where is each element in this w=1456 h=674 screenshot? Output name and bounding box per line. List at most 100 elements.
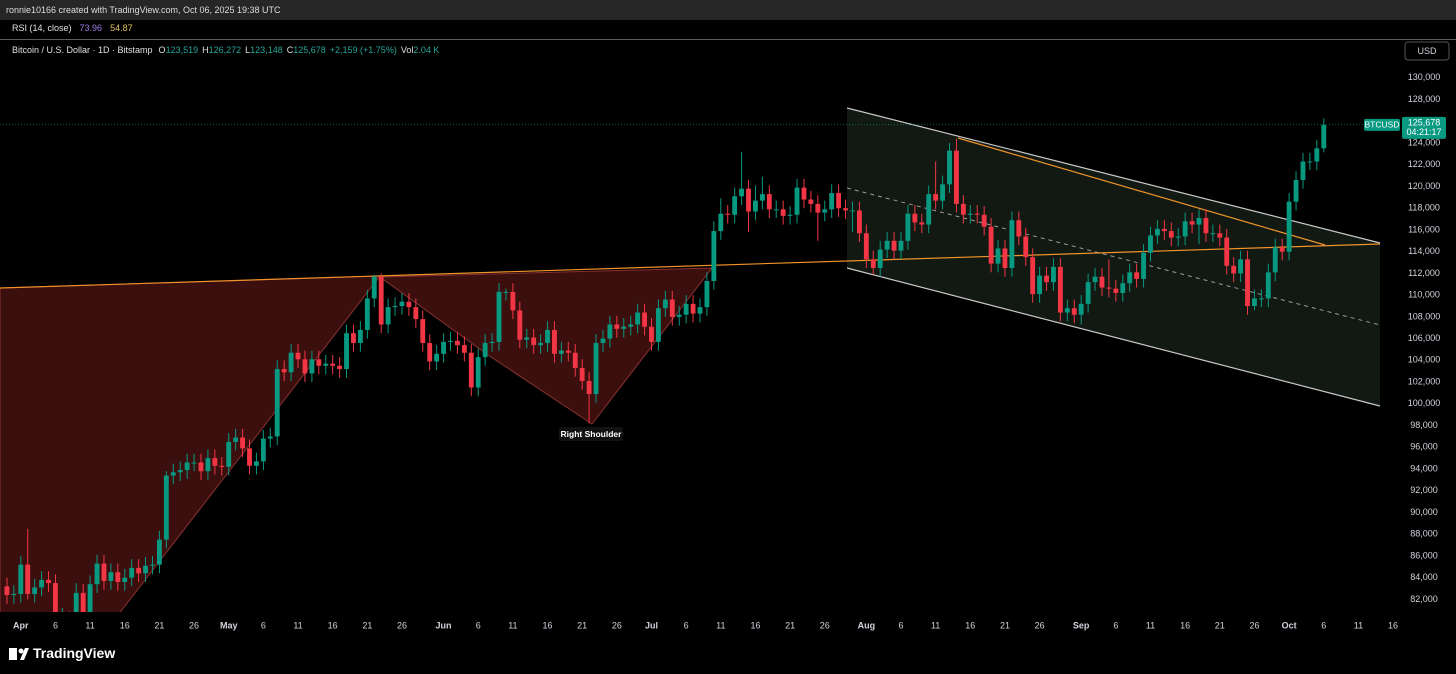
candle-body <box>766 194 772 210</box>
candle-body <box>1182 221 1188 237</box>
candle-body <box>870 259 876 269</box>
candle-body <box>836 193 842 209</box>
candle-body <box>212 458 218 466</box>
candle-body <box>773 209 779 211</box>
candle-body <box>1009 220 1015 269</box>
candle-body <box>919 222 925 225</box>
candle-body <box>1127 272 1133 284</box>
candle-body <box>344 333 349 370</box>
x-tick-label: 6 <box>898 620 903 630</box>
candle-body <box>517 310 523 340</box>
candle-body <box>254 461 259 466</box>
candle-body <box>794 187 800 215</box>
candle-body <box>434 353 440 362</box>
legend-key: L <box>245 45 251 55</box>
candle-body <box>732 196 738 215</box>
candle-body <box>136 567 142 574</box>
candle-body <box>475 357 481 388</box>
candle-body <box>524 337 530 340</box>
candle-body <box>863 233 869 260</box>
y-tick-label: 114,000 <box>1408 246 1440 256</box>
candle-body <box>337 365 343 370</box>
x-tick-label: 16 <box>543 620 553 630</box>
x-tick-label: 11 <box>1354 620 1363 630</box>
x-tick-label: 21 <box>785 620 795 630</box>
x-tick-label: 11 <box>1146 620 1155 630</box>
y-tick-label: 122,000 <box>1408 159 1441 169</box>
candle-body <box>150 564 155 566</box>
candle-body <box>1037 275 1043 295</box>
candle-body <box>309 359 315 374</box>
y-tick-label: 128,000 <box>1408 94 1441 104</box>
y-tick-label: 116,000 <box>1408 224 1440 234</box>
candle-body <box>960 203 966 215</box>
candle-body <box>1120 283 1126 293</box>
x-tick-label: 26 <box>189 620 199 630</box>
candle-body <box>1044 275 1049 283</box>
x-tick-label: 26 <box>612 620 622 630</box>
x-tick-label: 26 <box>1035 620 1045 630</box>
candle-body <box>1258 298 1264 300</box>
price-tag <box>1402 116 1446 139</box>
candle-body <box>441 341 446 354</box>
candle-body <box>926 194 932 225</box>
x-tick-label: 21 <box>362 620 372 630</box>
x-tick-label: Apr <box>13 620 29 630</box>
x-tick-label: 16 <box>1180 620 1190 630</box>
y-tick-label: 110,000 <box>1408 290 1440 300</box>
candle-body <box>808 199 814 204</box>
x-tick-label: 26 <box>820 620 830 630</box>
candle-body <box>1300 161 1306 180</box>
y-tick-label: 90,000 <box>1410 507 1438 517</box>
candle-body <box>558 350 564 354</box>
candle-body <box>565 350 571 353</box>
y-tick-label: 82,000 <box>1410 594 1438 604</box>
candle-body <box>981 214 987 227</box>
candle-body <box>905 213 911 241</box>
candle-body <box>801 187 807 200</box>
candle-body <box>1245 259 1250 307</box>
candle-body <box>649 326 654 342</box>
candle-body <box>108 572 114 581</box>
x-tick-label: 6 <box>476 620 481 630</box>
y-tick-label: 130,000 <box>1408 72 1441 82</box>
candle-body <box>614 324 620 329</box>
candle-body <box>531 337 537 346</box>
symbol-tag-label: BTCUSD <box>1365 120 1400 130</box>
y-tick-label: 92,000 <box>1410 485 1438 495</box>
y-tick-label: 98,000 <box>1410 420 1438 430</box>
y-tick-label: 100,000 <box>1408 398 1441 408</box>
symbol-tag <box>1364 118 1400 131</box>
candle-body <box>115 572 121 583</box>
candle-body <box>1106 287 1112 289</box>
candle-body <box>1293 179 1299 202</box>
candle-body <box>191 462 197 464</box>
candle-body <box>482 342 488 358</box>
y-tick-label: 96,000 <box>1410 442 1438 452</box>
candle-body <box>759 194 765 201</box>
candle-body <box>1030 257 1036 295</box>
candle-body <box>1265 272 1271 299</box>
candle-body <box>898 240 904 251</box>
y-tick-label: 118,000 <box>1408 203 1440 213</box>
candle-body <box>260 438 266 462</box>
candle-body <box>1168 231 1174 238</box>
credit-bar <box>0 0 1456 20</box>
candle-body <box>1078 303 1084 315</box>
candle-body <box>753 200 758 212</box>
indicator-row: RSI (14, close) 73.96 54.87 <box>12 23 133 33</box>
y-tick-label: 106,000 <box>1408 333 1441 343</box>
currency[interactable]: USD <box>1417 46 1437 56</box>
candle-body <box>1057 266 1063 313</box>
candle-body <box>780 209 786 216</box>
candle-body <box>1272 247 1278 273</box>
candle-body <box>697 307 703 314</box>
candle-body <box>621 326 627 329</box>
candle-body <box>170 472 176 476</box>
candle-body <box>1314 148 1320 162</box>
indicator-value: 73.96 <box>79 23 103 33</box>
currency-box[interactable] <box>1404 41 1450 61</box>
y-tick-label: 84,000 <box>1410 572 1438 582</box>
legend-value: 126,272 <box>208 45 242 55</box>
